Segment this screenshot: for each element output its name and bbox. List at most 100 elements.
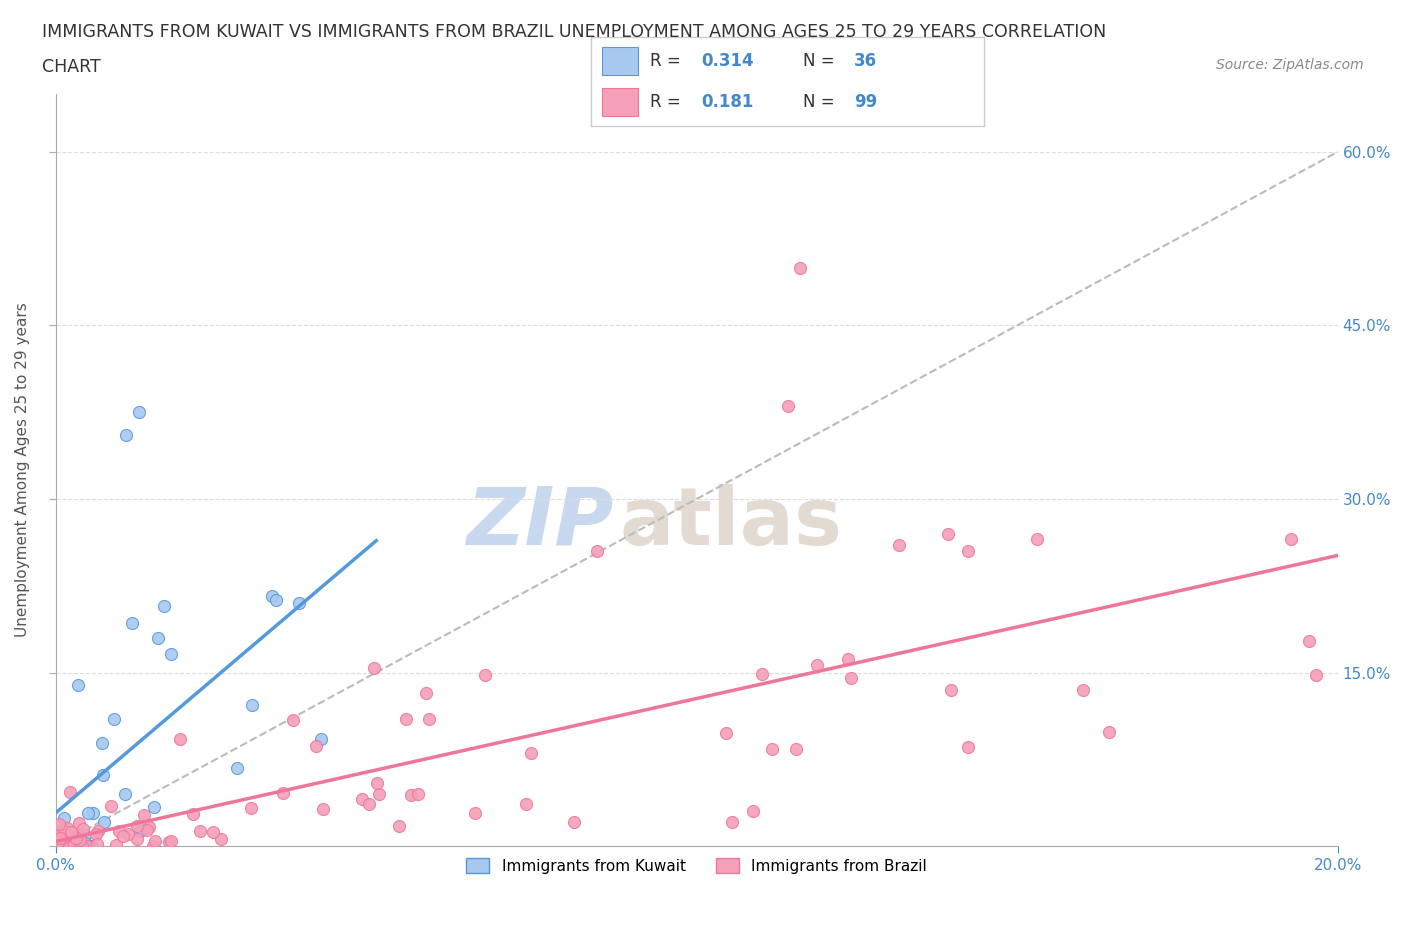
Point — [46, 839, 69, 854]
Point — [59, 839, 82, 854]
Point — [48, 839, 70, 854]
Point — [100, 799, 122, 814]
Point — [117, 827, 139, 842]
Point — [65, 830, 87, 845]
Point — [128, 823, 150, 838]
Point — [70, 839, 93, 854]
Point — [82, 839, 104, 854]
Point — [305, 738, 328, 753]
Point — [142, 799, 165, 814]
Point — [806, 658, 828, 672]
Point — [55, 839, 77, 854]
Point — [103, 712, 125, 727]
Point — [720, 815, 742, 830]
Text: ZIP: ZIP — [465, 484, 613, 562]
Point — [159, 834, 181, 849]
Point — [148, 631, 170, 645]
Point — [399, 788, 422, 803]
Point — [51, 839, 73, 854]
Point — [406, 787, 429, 802]
Point — [53, 839, 76, 854]
Point — [562, 815, 585, 830]
Point — [87, 824, 110, 839]
Text: R =: R = — [650, 93, 686, 111]
Point — [121, 616, 143, 631]
Point — [63, 839, 86, 854]
Point — [67, 816, 90, 830]
Text: N =: N = — [803, 52, 839, 70]
Text: 0.314: 0.314 — [700, 52, 754, 70]
Point — [889, 538, 911, 552]
Point — [51, 839, 73, 854]
Point — [142, 838, 165, 853]
Point — [366, 775, 388, 790]
Point — [357, 797, 380, 812]
Point — [240, 698, 263, 712]
Point — [260, 589, 283, 604]
Text: atlas: atlas — [620, 484, 842, 562]
Point — [77, 839, 100, 854]
Point — [108, 824, 131, 839]
Point — [48, 830, 70, 845]
Point — [160, 833, 183, 848]
Point — [309, 732, 332, 747]
Point — [75, 839, 97, 854]
Point — [742, 804, 765, 818]
Point — [56, 839, 79, 854]
Point — [839, 671, 862, 685]
Text: 0.181: 0.181 — [700, 93, 754, 111]
Y-axis label: Unemployment Among Ages 25 to 29 years: Unemployment Among Ages 25 to 29 years — [15, 302, 30, 637]
Point — [837, 651, 859, 666]
Point — [53, 839, 76, 854]
Point — [46, 823, 69, 838]
Point — [520, 745, 543, 760]
Point — [127, 831, 149, 846]
Point — [515, 797, 537, 812]
Point — [105, 838, 128, 853]
Point — [72, 822, 94, 837]
Point — [52, 824, 75, 839]
Point — [789, 260, 811, 275]
Point — [474, 668, 496, 683]
Point — [115, 428, 138, 443]
Point — [312, 802, 335, 817]
Point — [418, 711, 440, 726]
Bar — [602, 46, 638, 75]
Point — [46, 839, 69, 854]
Text: R =: R = — [650, 52, 686, 70]
Point — [225, 761, 247, 776]
Point — [48, 817, 70, 831]
Point — [271, 785, 294, 800]
Point — [51, 839, 73, 854]
Point — [936, 526, 959, 541]
Point — [62, 839, 84, 854]
Point — [86, 836, 108, 851]
Point — [69, 839, 91, 854]
Point — [350, 791, 373, 806]
Point — [1071, 683, 1094, 698]
Text: 99: 99 — [855, 93, 877, 111]
Point — [363, 660, 385, 675]
Point — [114, 787, 136, 802]
Point — [76, 839, 98, 854]
Point — [785, 742, 807, 757]
Point — [67, 839, 90, 854]
Point — [70, 839, 93, 854]
Point — [128, 405, 150, 419]
Point — [1026, 532, 1049, 547]
Point — [201, 825, 224, 840]
Point — [60, 825, 83, 840]
Point — [127, 819, 149, 834]
Bar — [602, 87, 638, 116]
Point — [585, 544, 607, 559]
Point — [1098, 724, 1121, 739]
Point — [240, 801, 263, 816]
Point — [82, 805, 104, 820]
Point — [264, 592, 287, 607]
Point — [395, 711, 418, 726]
Point — [73, 828, 96, 843]
Point — [49, 839, 72, 854]
Point — [45, 839, 67, 854]
Point — [72, 839, 94, 854]
Point — [56, 821, 79, 836]
